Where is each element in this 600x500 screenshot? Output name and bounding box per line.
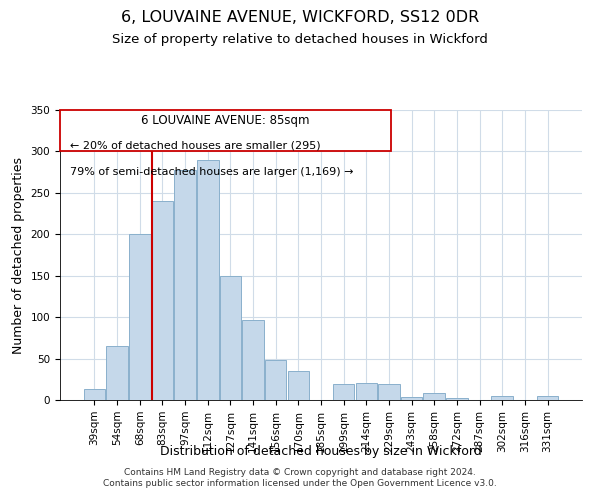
Text: Size of property relative to detached houses in Wickford: Size of property relative to detached ho… <box>112 32 488 46</box>
Bar <box>175 170 196 400</box>
Bar <box>84 389 105 400</box>
Bar <box>106 346 128 400</box>
Text: 79% of semi-detached houses are larger (1,169) →: 79% of semi-detached houses are larger (… <box>70 166 354 176</box>
Text: ← 20% of detached houses are smaller (295): ← 20% of detached houses are smaller (29… <box>70 140 321 150</box>
Text: 6 LOUVAINE AVENUE: 85sqm: 6 LOUVAINE AVENUE: 85sqm <box>142 114 310 128</box>
Bar <box>446 398 467 400</box>
Text: Distribution of detached houses by size in Wickford: Distribution of detached houses by size … <box>160 445 482 458</box>
Bar <box>152 201 173 400</box>
Bar <box>220 276 241 400</box>
FancyBboxPatch shape <box>60 110 391 152</box>
Bar <box>537 396 558 400</box>
Bar <box>333 384 355 400</box>
Bar <box>265 360 286 400</box>
Bar <box>378 384 400 400</box>
Text: 6, LOUVAINE AVENUE, WICKFORD, SS12 0DR: 6, LOUVAINE AVENUE, WICKFORD, SS12 0DR <box>121 10 479 25</box>
Bar <box>197 160 218 400</box>
Bar <box>491 396 513 400</box>
Bar <box>287 371 309 400</box>
Text: Contains HM Land Registry data © Crown copyright and database right 2024.
Contai: Contains HM Land Registry data © Crown c… <box>103 468 497 487</box>
Y-axis label: Number of detached properties: Number of detached properties <box>12 156 25 354</box>
Bar <box>401 396 422 400</box>
Bar <box>129 234 151 400</box>
Bar <box>424 394 445 400</box>
Bar <box>356 384 377 400</box>
Bar <box>242 320 264 400</box>
